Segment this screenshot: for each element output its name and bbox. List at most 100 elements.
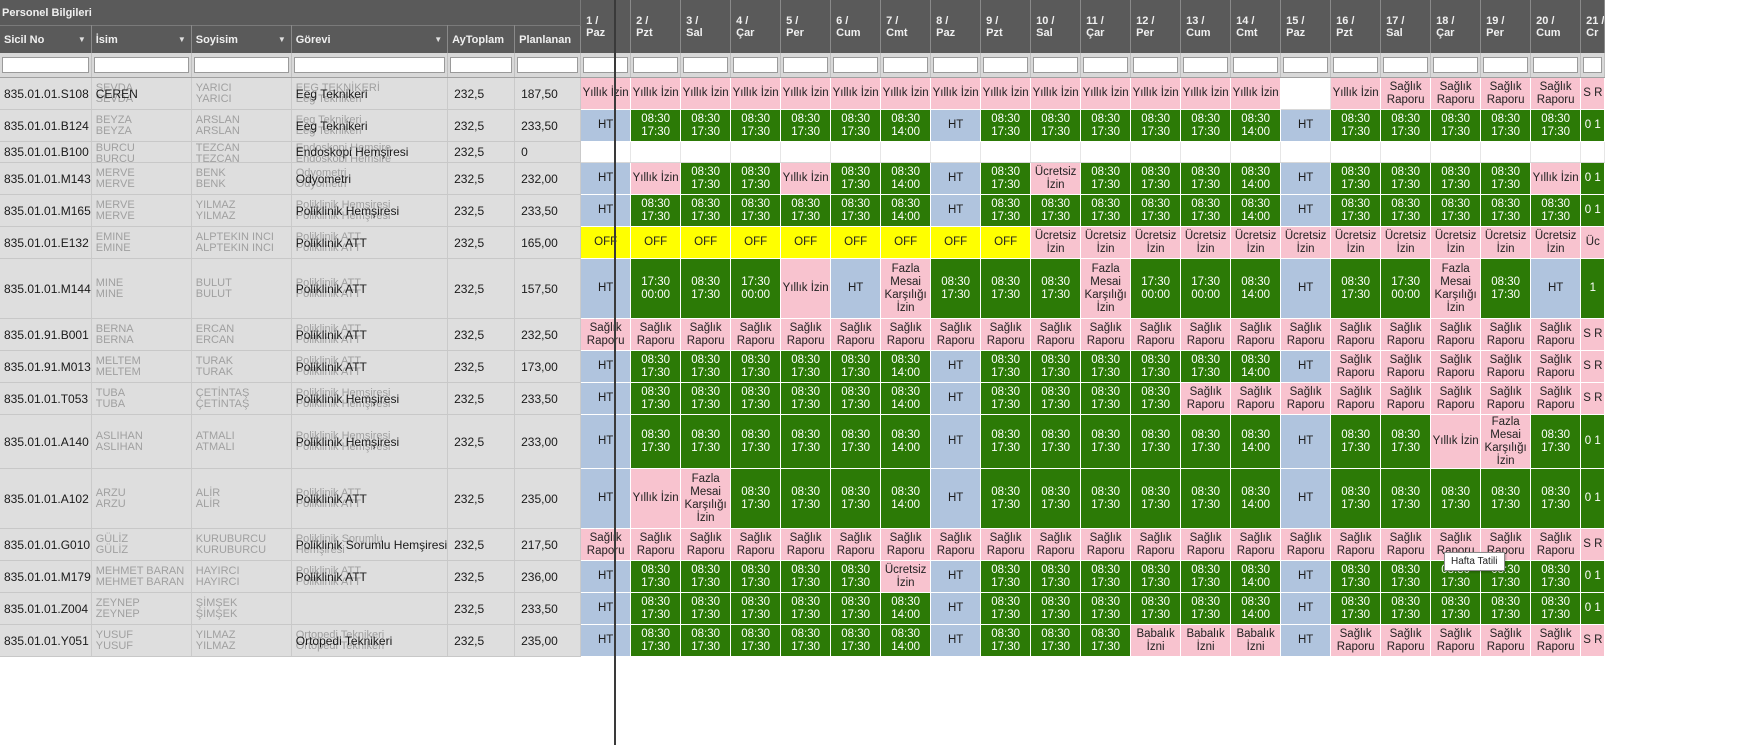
cell-sicil[interactable]: 835.01.01.M179 <box>0 560 92 593</box>
table-row[interactable]: 835.01.01.A140 ASLIHAN ASLIHAN ATMALI ATMA… <box>0 414 1606 469</box>
shift-cell[interactable]: HT <box>830 258 882 319</box>
shift-cell[interactable]: OFF <box>930 226 982 259</box>
shift-cell[interactable]: OFF <box>580 226 632 259</box>
shift-cell[interactable] <box>880 141 932 163</box>
cell-plan[interactable]: 235,00 <box>514 468 582 529</box>
column-filter-input[interactable] <box>1133 57 1179 73</box>
shift-cell[interactable]: Sağlık Raporu <box>1280 528 1332 561</box>
cell-toplam[interactable]: 232,5 <box>447 194 516 227</box>
shift-cell[interactable]: Sağlık Raporu <box>730 318 782 351</box>
cell-isim[interactable]: ASLIHAN ASLIHAN <box>91 414 192 469</box>
cell-gorev[interactable]: Poliklinik ATT Poliklinik ATT Poliklinik … <box>291 468 449 529</box>
cell-isim[interactable]: ZEYNEP ZEYNEP <box>91 592 192 625</box>
cell-toplam[interactable]: 232,5 <box>447 528 516 561</box>
cell-sicil[interactable]: 835.01.01.M165 <box>0 194 92 227</box>
shift-cell[interactable]: 08:30 14:00 <box>880 592 932 625</box>
shift-cell[interactable]: Sağlık Raporu <box>1230 318 1282 351</box>
day-header-20[interactable]: 20 /Cum <box>1530 0 1582 53</box>
shift-cell[interactable]: Sağlık Raporu <box>1330 624 1382 657</box>
day-header-6[interactable]: 6 /Cum <box>830 0 882 53</box>
cell-isim[interactable]: BERNA BERNA <box>91 318 192 351</box>
shift-cell[interactable]: 0 1 <box>1580 560 1606 593</box>
shift-cell[interactable]: OFF <box>980 226 1032 259</box>
shift-cell[interactable] <box>1480 141 1532 163</box>
cell-toplam[interactable]: 232,5 <box>447 382 516 415</box>
shift-cell[interactable]: Sağlık Raporu <box>1430 528 1482 561</box>
shift-cell[interactable]: Ücretsiz İzin <box>1130 226 1182 259</box>
cell-soyisim[interactable]: YILMAZ YILMAZ <box>191 624 292 657</box>
shift-cell[interactable] <box>930 141 982 163</box>
shift-cell[interactable]: Yıllık İzin <box>580 77 632 110</box>
shift-cell[interactable]: Sağlık Raporu <box>1430 350 1482 383</box>
cell-soyisim[interactable]: ERCAN ERCAN <box>191 318 292 351</box>
column-header-0[interactable]: Sicil No ▼ <box>0 25 92 53</box>
shift-cell[interactable]: Yıllık İzin <box>980 77 1032 110</box>
column-filter-input[interactable] <box>983 57 1029 73</box>
shift-cell[interactable]: 0 1 <box>1580 109 1606 142</box>
cell-soyisim[interactable]: BENK BENK <box>191 162 292 195</box>
shift-cell[interactable]: S R <box>1580 624 1606 657</box>
cell-gorev[interactable]: EEG TEKNİKERİ Eeg Teknikeri Eeg Teknikeri <box>291 77 449 110</box>
shift-cell[interactable]: 08:30 14:00 <box>880 109 932 142</box>
shift-cell[interactable]: Ücretsiz İzin <box>1030 162 1082 195</box>
table-row[interactable]: 835.01.01.S108 SEVDA SEVDA CEREN YARICI YAR… <box>0 77 1606 110</box>
cell-sicil[interactable]: 835.01.01.B100 <box>0 141 92 163</box>
shift-cell[interactable]: 08:30 14:00 <box>880 162 932 195</box>
shift-cell[interactable]: Sağlık Raporu <box>1130 318 1182 351</box>
column-header-2[interactable]: Soyisim ▼ <box>191 25 292 53</box>
column-filter-input[interactable] <box>1433 57 1479 73</box>
cell-toplam[interactable]: 232,5 <box>447 141 516 163</box>
cell-plan[interactable]: 165,00 <box>514 226 582 259</box>
shift-cell[interactable]: HT <box>580 414 632 469</box>
shift-cell[interactable] <box>1180 141 1232 163</box>
shift-cell[interactable]: Sağlık Raporu <box>1480 624 1532 657</box>
cell-soyisim[interactable]: ŞİMŞEK ŞİMŞEK <box>191 592 292 625</box>
shift-cell[interactable]: S R <box>1580 382 1606 415</box>
filter-dropdown-icon[interactable]: ▼ <box>177 35 186 44</box>
shift-cell[interactable]: HT <box>1280 560 1332 593</box>
cell-gorev[interactable]: Poliklinik ATT Poliklinik ATT Poliklinik … <box>291 258 449 319</box>
shift-cell[interactable]: HT <box>580 194 632 227</box>
cell-isim[interactable]: BEYZA BEYZA <box>91 109 192 142</box>
cell-isim[interactable]: GÜLİZ GÜLİZ <box>91 528 192 561</box>
column-header-4[interactable]: AyToplam <box>447 25 516 53</box>
cell-plan[interactable]: 0 <box>514 141 582 163</box>
shift-cell[interactable] <box>1330 141 1382 163</box>
shift-cell[interactable]: Sağlık Raporu <box>1180 382 1232 415</box>
column-filter-input[interactable] <box>193 57 289 73</box>
shift-cell[interactable]: Sağlık Raporu <box>1480 350 1532 383</box>
shift-cell[interactable]: Fazla Mesai Karşılığı İzin <box>1080 258 1132 319</box>
shift-cell[interactable]: Sağlık Raporu <box>580 318 632 351</box>
shift-cell[interactable]: Sağlık Raporu <box>1430 624 1482 657</box>
cell-soyisim[interactable]: TURAK TURAK <box>191 350 292 383</box>
cell-sicil[interactable]: 835.01.01.M143 <box>0 162 92 195</box>
shift-cell[interactable]: 08:30 14:00 <box>880 624 932 657</box>
shift-cell[interactable]: Yıllık İzin <box>630 468 682 529</box>
shift-cell[interactable]: Sağlık Raporu <box>1480 77 1532 110</box>
shift-cell[interactable]: Ücretsiz İzin <box>1480 226 1532 259</box>
